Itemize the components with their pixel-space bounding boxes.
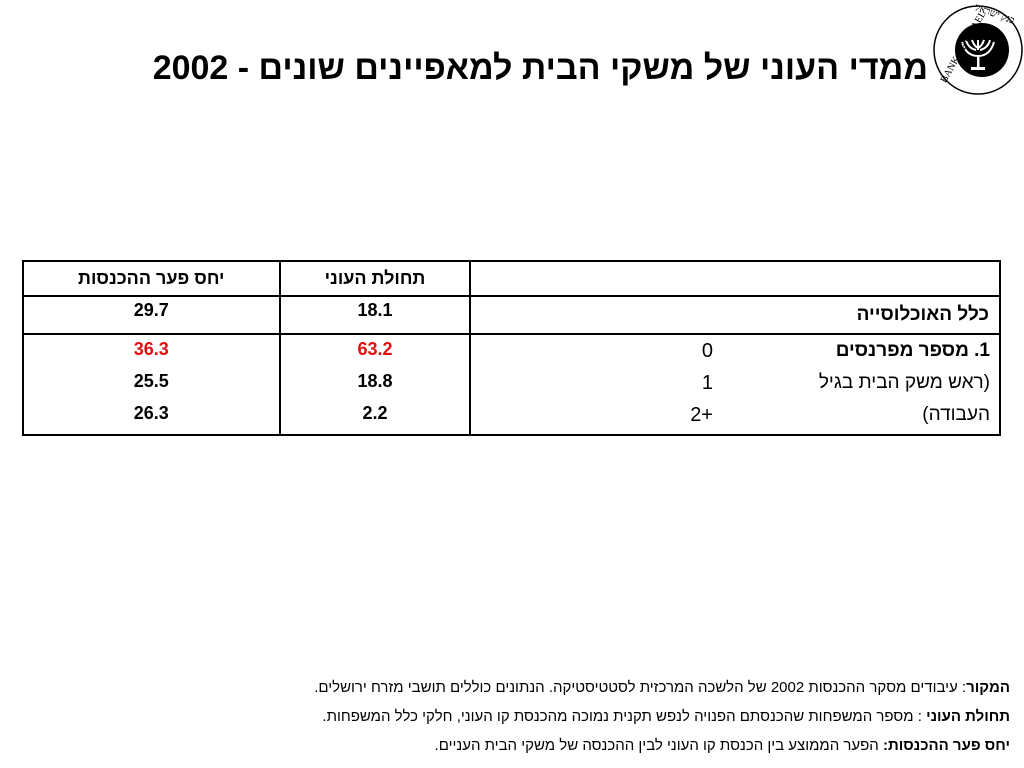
table-row-earners-group: 1. מספר מפרנסים 0 (ראש משק הבית בגיל 1 ה… [22, 333, 1001, 436]
menorah-icon: BANK OF ISRAEL בנק ישראל [933, 1, 1023, 95]
footnote-income-gap: יחס פער ההכנסות: הפער הממוצע בין הכנסת ק… [434, 737, 1010, 754]
table-header-row: תחולת העוני יחס פער ההכנסות [22, 260, 1001, 297]
earners-value: 0 [701, 340, 713, 362]
footnote-poverty-incidence: תחולת העוני : מספר המשפחות שהכנסתם הפנוי… [322, 708, 1010, 725]
footnote-source: המקור: עיבודים מסקר ההכנסות 2002 של הלשכ… [314, 679, 1010, 696]
list-item: (ראש משק הבית בגיל 1 [471, 367, 999, 399]
earners-group-title: 1. מספר מפרנסים [835, 340, 990, 361]
row-label-total: כלל האוכלוסייה [469, 295, 1001, 335]
cell-value: 26.3 [133, 403, 169, 423]
row-label-earners: 1. מספר מפרנסים 0 (ראש משק הבית בגיל 1 ה… [469, 333, 1001, 436]
list-item: העבודה) 2+ [471, 399, 999, 431]
cell-total-gap: 29.7 [22, 295, 281, 335]
cell-value: 25.5 [133, 371, 169, 391]
earners-group-subtitle-end: העבודה) [922, 404, 990, 425]
header-income-gap: יחס פער ההכנסות [22, 260, 281, 297]
header-poverty-incidence: תחולת העוני [278, 260, 472, 297]
earners-value: 2+ [690, 404, 713, 426]
table-row-total: כלל האוכלוסייה 18.1 29.7 [22, 295, 1001, 335]
list-item: 1. מספר מפרנסים 0 [471, 335, 999, 367]
earners-value: 1 [701, 372, 713, 394]
earners-group-subtitle: (ראש משק הבית בגיל [818, 372, 990, 393]
cell-group-gap: 36.3 25.5 26.3 [22, 333, 281, 436]
header-label [469, 260, 1001, 297]
cell-group-poverty: 63.2 18.8 2.2 [278, 333, 472, 436]
cell-total-poverty: 18.1 [278, 295, 472, 335]
cell-value: 18.8 [357, 371, 393, 391]
bank-of-israel-logo: BANK OF ISRAEL בנק ישראל [932, 1, 1024, 96]
cell-value: 2.2 [362, 403, 388, 423]
page-title: ממדי העוני של משקי הבית למאפיינים שונים … [152, 49, 928, 87]
cell-value: 36.3 [133, 339, 169, 359]
poverty-table: תחולת העוני יחס פער ההכנסות כלל האוכלוסי… [22, 260, 1001, 436]
footnotes: המקור: עיבודים מסקר ההכנסות 2002 של הלשכ… [20, 673, 1010, 760]
cell-value: 63.2 [357, 339, 393, 359]
